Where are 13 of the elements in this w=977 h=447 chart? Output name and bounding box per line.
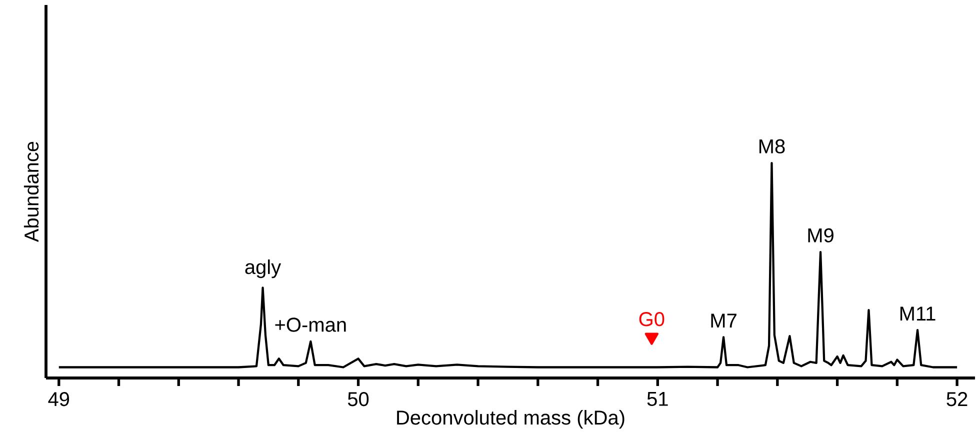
x-tick-label: 52 [946,392,968,406]
annotation: +O-man [275,318,346,332]
series-label: G0 [639,312,664,326]
x-tick-label: 50 [348,392,369,406]
annotation: M7 [711,314,736,328]
y-axis-title: Abundance [24,142,39,242]
x-tick-label: 49 [48,392,70,406]
x-tick-label: 51 [647,392,668,406]
annotation: agly [245,259,282,278]
x-axis-title: Deconvoluted mass (kDa) [397,410,624,429]
annotation: M8 [759,139,785,154]
annotation: M9 [808,228,834,242]
annotation: M11 [900,306,936,320]
